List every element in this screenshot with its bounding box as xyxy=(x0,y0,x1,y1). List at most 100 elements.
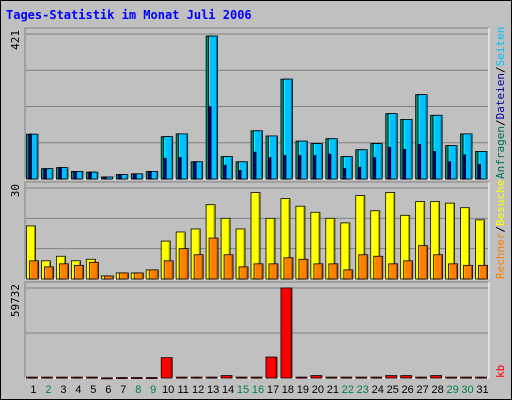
bar-dateien xyxy=(477,164,481,180)
legend-item: Seiten xyxy=(494,27,507,67)
panel-middle: 30 Rechner/Besuche xyxy=(9,180,507,280)
legend-item: kb xyxy=(494,365,507,378)
day-label: 11 xyxy=(177,384,188,396)
bar-seiten xyxy=(357,149,368,180)
legend-top: Anfragen/Dateien/Seiten xyxy=(494,27,507,179)
day-label: 8 xyxy=(135,384,141,396)
bars-bottom xyxy=(26,287,487,380)
bar-dateien xyxy=(298,155,302,180)
day-label: 26 xyxy=(402,384,414,396)
bar-kb xyxy=(190,376,203,379)
day-label: 30 xyxy=(461,384,473,396)
bar-rechner xyxy=(193,254,204,280)
bar-dateien xyxy=(103,176,107,180)
bar-kb xyxy=(56,376,68,379)
day-label: 19 xyxy=(297,384,309,396)
day-label: 17 xyxy=(267,384,279,396)
bar-dateien xyxy=(223,164,227,180)
bar-rechner xyxy=(88,261,99,280)
bar-kb xyxy=(235,376,248,379)
bar-rechner xyxy=(238,266,249,280)
bar-besuche xyxy=(160,240,171,280)
bar-dateien xyxy=(327,153,332,180)
y-max-label: 421 xyxy=(9,30,22,50)
day-label: 24 xyxy=(372,384,384,396)
bar-rechner xyxy=(118,272,129,280)
legend-item: Rechner xyxy=(494,232,507,279)
bar-rechner xyxy=(448,263,458,280)
bar-dateien xyxy=(28,133,32,180)
bar-rechner xyxy=(433,254,444,280)
day-label: 2 xyxy=(45,384,51,396)
panel-background xyxy=(24,281,490,379)
bar-kb xyxy=(325,376,338,379)
bar-kb xyxy=(145,377,158,379)
bar-rechner xyxy=(29,260,39,280)
panel-bottom: 59732 kb xyxy=(9,281,507,380)
chart-panels: 421 Anfragen/Dateien/Seiten30Rechner/Besu… xyxy=(9,27,507,380)
legend-separator: / xyxy=(494,226,507,233)
bar-dateien xyxy=(148,171,152,180)
day-label: 13 xyxy=(207,384,219,396)
bars-middle xyxy=(26,192,488,280)
day-label: 15 xyxy=(237,384,249,396)
bar-kb xyxy=(85,376,98,379)
day-label: 31 xyxy=(476,384,488,396)
day-label: 28 xyxy=(431,384,443,396)
legend-separator: / xyxy=(494,119,507,126)
bar-dateien xyxy=(447,161,451,180)
bar-kb xyxy=(460,376,472,379)
bar-rechner xyxy=(388,263,399,280)
bar-kb xyxy=(280,287,293,379)
bar-dateien xyxy=(208,106,212,180)
bar-kb xyxy=(100,377,113,380)
bar-dateien xyxy=(178,157,182,180)
bar-dateien xyxy=(283,155,287,180)
day-label: 5 xyxy=(90,384,96,396)
day-axis-labels: 1 2 3 4 5 6 7 8 9 10 11 12 13 14 15 16 17 18 19 20 21 22 23 24 2… xyxy=(30,384,488,396)
bar-dateien xyxy=(193,161,197,180)
bar-rechner xyxy=(178,248,189,280)
day-label: 7 xyxy=(120,384,126,396)
day-label: 21 xyxy=(327,384,339,396)
bar-rechner xyxy=(148,269,159,280)
bar-kb xyxy=(415,376,428,379)
bar-rechner xyxy=(268,263,279,280)
bar-rechner xyxy=(59,263,69,280)
legend-separator: / xyxy=(494,66,507,73)
bar-rechner xyxy=(478,264,488,280)
bar-rechner xyxy=(163,260,174,280)
day-label: 4 xyxy=(75,384,81,396)
bar-rechner xyxy=(44,266,54,280)
chart-title: Tages-Statistik im Monat Juli 2006 xyxy=(6,8,252,22)
bar-dateien xyxy=(118,174,122,180)
bar-kb xyxy=(115,377,128,379)
bar-dateien xyxy=(58,167,62,180)
bar-dateien xyxy=(163,157,167,180)
bar-kb xyxy=(475,376,487,379)
day-label: 10 xyxy=(162,384,174,396)
bar-rechner xyxy=(253,263,264,280)
panel-top: 421 Anfragen/Dateien/Seiten xyxy=(9,27,507,180)
bar-dateien xyxy=(462,154,466,180)
bar-rechner xyxy=(74,264,84,280)
bar-dateien xyxy=(73,171,77,180)
bar-rechner xyxy=(223,254,234,280)
legend-item: Anfragen xyxy=(494,126,507,179)
bar-rechner xyxy=(283,257,294,280)
bar-kb xyxy=(220,375,233,379)
bar-rechner xyxy=(103,275,114,280)
bar-rechner xyxy=(358,254,369,280)
bar-rechner xyxy=(313,263,324,280)
bar-seiten xyxy=(163,136,174,180)
bar-dateien xyxy=(268,157,272,180)
bar-kb xyxy=(26,376,38,379)
bar-kb xyxy=(71,376,83,379)
bar-kb xyxy=(250,376,263,379)
day-label: 25 xyxy=(387,384,399,396)
day-label: 16 xyxy=(252,384,264,396)
day-label: 20 xyxy=(312,384,324,396)
day-label: 18 xyxy=(282,384,294,396)
